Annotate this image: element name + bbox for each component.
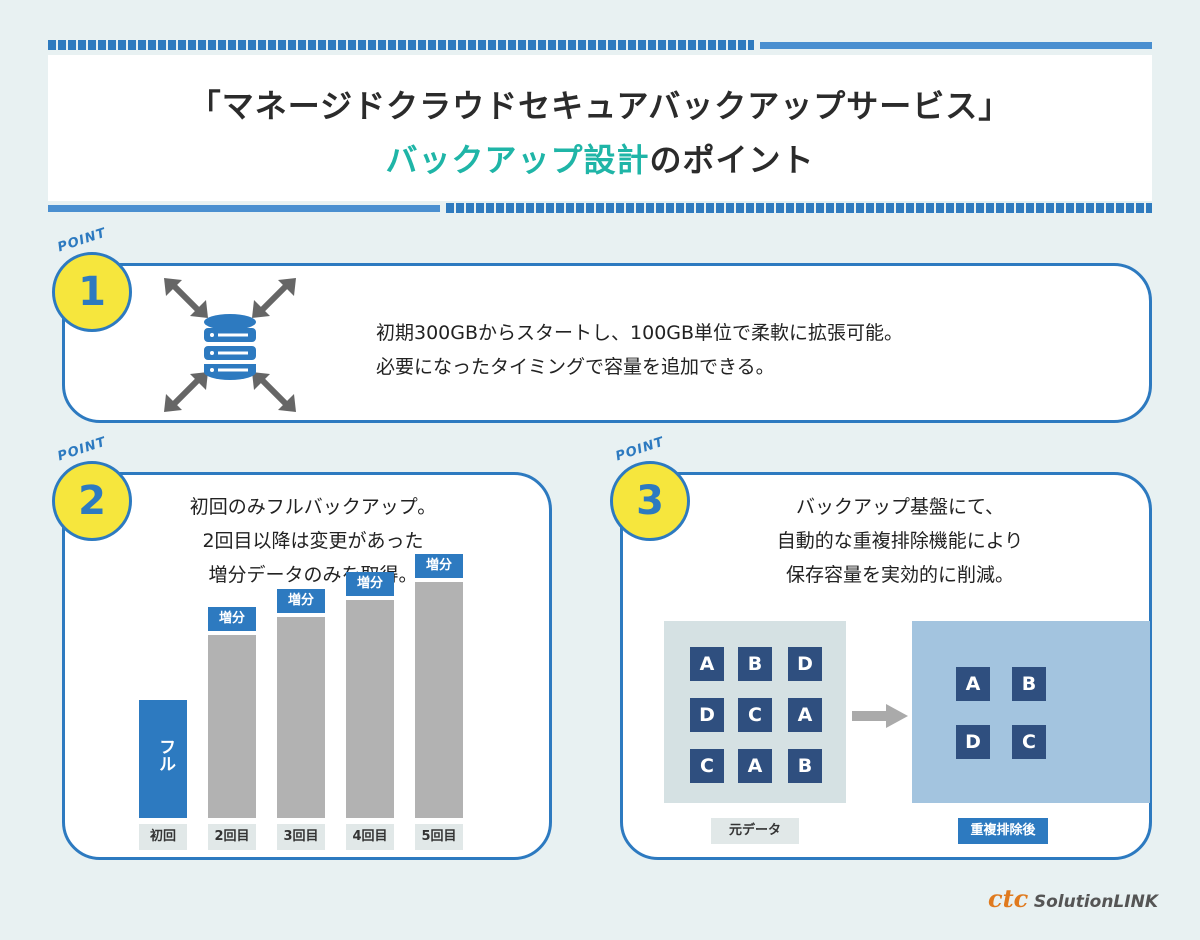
point1-badge: POINT 1 — [52, 226, 132, 332]
chart-x-label: 3回目 — [277, 824, 325, 850]
page-title: 「マネージドクラウドセキュアバックアップサービス」 — [188, 87, 1012, 125]
chart-bar — [346, 600, 394, 818]
data-block-tile: C — [690, 749, 724, 783]
chart-bar — [208, 635, 256, 818]
chart-bar — [277, 617, 325, 818]
page-subtitle: バックアップ設計のポイント — [48, 135, 1152, 181]
point2-line: 2回目以降は変更があった — [202, 530, 424, 552]
deduped-data-label: 重複排除後 — [958, 818, 1048, 844]
point1-card — [62, 263, 1152, 423]
point1-badge-label: POINT — [55, 225, 109, 256]
chart-bar-label: 増分 — [415, 554, 463, 578]
point3-number: 3 — [636, 478, 664, 524]
point1-line: 必要になったタイミングで容量を追加できる。 — [376, 356, 775, 378]
arrow-right-icon — [852, 704, 908, 728]
header-solid-bar-bottom — [48, 205, 440, 212]
data-block-tile: C — [738, 698, 772, 732]
point1-line: 初期300GBからスタートし、100GB単位で柔軟に拡張可能。 — [376, 322, 904, 344]
data-block-tile: A — [738, 749, 772, 783]
chart-x-label: 5回目 — [415, 824, 463, 850]
data-block-tile: B — [1012, 667, 1046, 701]
point3-line: 保存容量を実効的に削減。 — [785, 564, 1014, 586]
data-block-tile: B — [738, 647, 772, 681]
data-block-tile: B — [788, 749, 822, 783]
chart-x-label: 初回 — [139, 824, 187, 850]
data-block-tile: C — [1012, 725, 1046, 759]
point2-badge: POINT 2 — [52, 435, 132, 541]
point2-badge-label: POINT — [55, 434, 109, 465]
chart-bar-label: 増分 — [277, 589, 325, 613]
header-dash-bar-top — [48, 40, 754, 50]
chart-bar-label: 増分 — [208, 607, 256, 631]
logo-name: SolutionLINK — [1033, 892, 1158, 912]
chart-bar — [139, 700, 187, 818]
point1-description: 初期300GBからスタートし、100GB単位で柔軟に拡張可能。 必要になったタイ… — [376, 316, 903, 384]
chart-x-label: 2回目 — [208, 824, 256, 850]
point2-line: 初回のみフルバックアップ。 — [189, 496, 437, 518]
original-data-label: 元データ — [711, 818, 799, 844]
point3-badge: POINT 3 — [610, 435, 690, 541]
database-expand-icon — [164, 278, 296, 412]
point2-number: 2 — [78, 478, 106, 524]
point2-description: 初回のみフルバックアップ。 2回目以降は変更があった 増分データのみを取得。 — [148, 490, 478, 592]
point3-description: バックアップ基盤にて、 自動的な重複排除機能により 保存容量を実効的に削減。 — [700, 490, 1100, 592]
data-block-tile: D — [956, 725, 990, 759]
data-block-tile: A — [788, 698, 822, 732]
chart-bar-label: 増分 — [346, 572, 394, 596]
header-title-box: 「マネージドクラウドセキュアバックアップサービス」 バックアップ設計のポイント — [48, 55, 1152, 201]
point1-number: 1 — [78, 269, 106, 315]
point3-line: バックアップ基盤にて、 — [795, 496, 1005, 518]
point3-badge-label: POINT — [613, 434, 667, 465]
page-subtitle-accent: バックアップ設計 — [385, 141, 650, 179]
data-block-tile: D — [690, 698, 724, 732]
chart-bar — [415, 582, 463, 818]
company-logo: ctc SolutionLINK — [988, 884, 1158, 913]
header-solid-bar-top — [760, 42, 1152, 49]
logo-brand: ctc — [987, 884, 1029, 913]
data-block-tile: D — [788, 647, 822, 681]
data-block-tile: A — [690, 647, 724, 681]
chart-bar-label: フル — [155, 738, 175, 772]
data-block-tile: A — [956, 667, 990, 701]
page-subtitle-rest: のポイント — [649, 141, 815, 179]
point3-line: 自動的な重複排除機能により — [776, 530, 1024, 552]
chart-x-label: 4回目 — [346, 824, 394, 850]
header-dash-bar-bottom — [446, 203, 1152, 213]
